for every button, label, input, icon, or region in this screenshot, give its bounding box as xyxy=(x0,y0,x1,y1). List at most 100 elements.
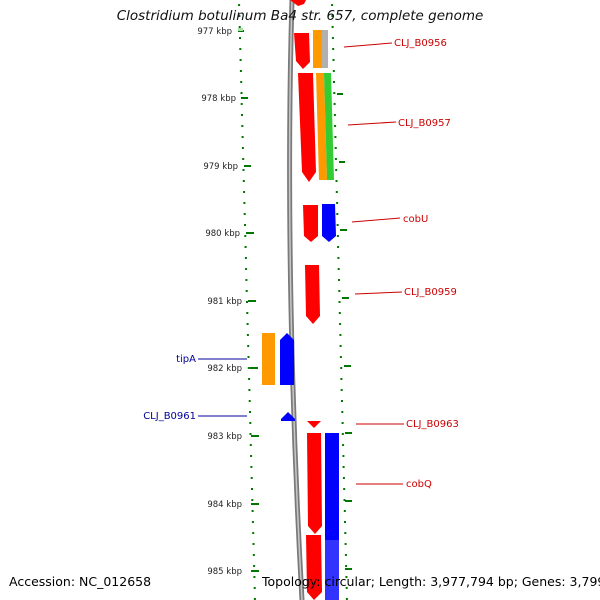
track-dot xyxy=(240,81,243,83)
track-dot xyxy=(345,598,348,600)
gene-cobu-blue xyxy=(322,204,336,242)
ruler-label-977: 977 kbp xyxy=(197,27,232,37)
track-dot xyxy=(247,367,250,369)
gene-clj-b0963-red xyxy=(307,421,321,428)
track-dot xyxy=(241,136,244,138)
track-dot xyxy=(248,378,251,380)
gene-cobu-red xyxy=(303,205,318,242)
track-dot xyxy=(342,466,345,468)
backbone-inner xyxy=(288,0,303,600)
track-dot xyxy=(343,510,346,512)
gene-clj-b0961-blue xyxy=(281,412,295,421)
track-dot xyxy=(244,224,246,226)
ruler-label-980: 980 kbp xyxy=(205,229,240,239)
track-dot xyxy=(242,180,245,182)
gene-label-cobq: cobQ xyxy=(406,479,432,490)
track-dot xyxy=(332,70,335,72)
track-dot xyxy=(243,191,246,193)
track-dot xyxy=(241,125,244,127)
track-dot xyxy=(343,499,346,501)
track-dot xyxy=(252,554,255,556)
track-dot xyxy=(249,422,252,424)
track-dot xyxy=(246,301,248,303)
right-dotted-track xyxy=(331,4,348,600)
track-dot xyxy=(246,323,249,325)
track-dot xyxy=(337,268,340,270)
track-dot xyxy=(253,598,256,600)
track-dot xyxy=(239,70,242,72)
track-dot xyxy=(243,213,246,215)
track-dot xyxy=(242,158,245,160)
track-dot xyxy=(252,532,255,534)
gene-label-clj-b0963: CLJ_B0963 xyxy=(406,419,459,430)
gene-clj-b0956-orange xyxy=(313,30,322,68)
gene-top-red xyxy=(290,0,306,6)
gene-clj-b0957-green xyxy=(324,73,334,180)
track-dot xyxy=(343,488,346,490)
gene-label-clj-b0961: CLJ_B0961 xyxy=(143,411,196,422)
gene-label-clj-b0956: CLJ_B0956 xyxy=(394,38,447,49)
ruler-label-982: 982 kbp xyxy=(207,364,242,374)
track-dot xyxy=(250,466,253,468)
track-dot xyxy=(340,389,343,391)
track-dot xyxy=(344,554,347,556)
accession-text: Accession: NC_012658 xyxy=(9,574,152,589)
track-dot xyxy=(339,334,342,336)
track-dot xyxy=(238,26,241,28)
track-dot xyxy=(251,521,254,523)
track-dot xyxy=(331,4,334,6)
track-dot xyxy=(335,180,338,182)
gene-clj-b0957-orange xyxy=(316,73,327,180)
gene-next-blue-lane xyxy=(325,540,339,600)
leader-clj-b0957 xyxy=(347,121,397,126)
gene-label-group: CLJ_B0956 CLJ_B0957 cobU CLJ_B0959 tipA … xyxy=(143,38,459,490)
track-dot xyxy=(244,246,247,248)
track-dot xyxy=(339,345,342,347)
track-dot xyxy=(247,356,250,358)
label-leaders xyxy=(198,42,404,485)
track-dot xyxy=(336,224,339,226)
track-dot xyxy=(335,169,338,171)
gene-clj-b0956-red xyxy=(294,33,310,69)
track-dot xyxy=(253,587,256,589)
track-dot xyxy=(334,158,337,160)
gene-block-top-green xyxy=(238,28,243,31)
leader-clj-b0959 xyxy=(354,291,403,295)
track-dot xyxy=(246,312,249,314)
track-dot xyxy=(331,26,334,28)
track-dot xyxy=(335,191,338,193)
track-dot xyxy=(240,103,243,105)
track-dot xyxy=(253,576,256,578)
track-dot xyxy=(239,37,241,39)
track-dot xyxy=(249,433,252,435)
track-dot xyxy=(344,521,346,523)
ruler-label-985: 985 kbp xyxy=(207,567,242,577)
track-dot xyxy=(338,290,341,292)
track-dot xyxy=(238,4,241,6)
track-dot xyxy=(333,114,336,116)
ruler-label-984: 984 kbp xyxy=(207,500,242,510)
track-dot xyxy=(345,565,348,567)
track-dot xyxy=(239,59,242,61)
track-dot xyxy=(244,235,247,237)
track-dot xyxy=(345,576,348,578)
track-dot xyxy=(345,587,348,589)
track-dot xyxy=(249,444,252,446)
gene-label-clj-b0957: CLJ_B0957 xyxy=(398,118,451,129)
track-dot xyxy=(240,92,243,94)
track-dot xyxy=(341,433,344,435)
leader-cobu xyxy=(351,217,401,223)
track-dot xyxy=(250,477,253,479)
gene-cobq-red xyxy=(307,433,322,534)
track-dot xyxy=(245,290,248,292)
track-dot xyxy=(242,169,245,171)
track-dot xyxy=(337,257,340,259)
track-dot xyxy=(333,92,336,94)
gene-label-cobu: cobU xyxy=(403,214,428,225)
track-dot xyxy=(333,103,336,105)
track-dot xyxy=(339,323,342,325)
gene-clj-b0959-red xyxy=(305,265,320,324)
track-dot xyxy=(340,378,343,380)
track-dot xyxy=(246,334,249,336)
